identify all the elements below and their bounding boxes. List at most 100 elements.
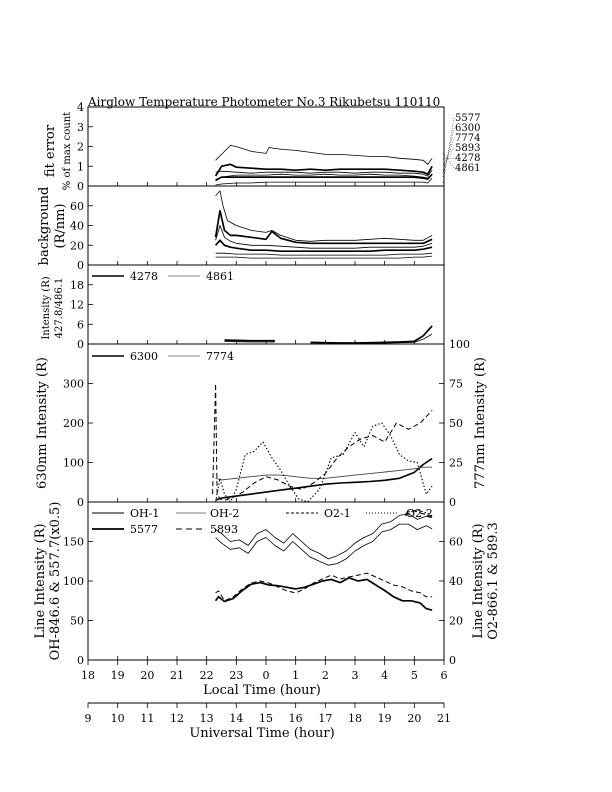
lt-tick-label: 20 [140,669,154,682]
y-tick-label: 50 [70,615,84,628]
y-tick-label: 18 [70,279,84,292]
panel-frames [87,106,445,661]
int2-ylabel-left: 630nm Intensity (R) [35,357,50,489]
int2-legend-7774: 7774 [206,350,234,363]
ut-tick-label: 11 [140,712,154,725]
y-tick-label: 4 [77,101,84,114]
int1-series [224,325,433,344]
y-tick-label: 1 [77,160,84,173]
y-tick-label: 60 [70,200,84,213]
y-tick-label-right: 60 [449,536,463,549]
line-y-ticks: 0 50 100 150 0 20 40 60 [63,536,463,668]
bg-series [214,190,433,259]
int2-legend-6300: 6300 [130,350,158,363]
series-bg-1 [215,190,433,242]
y-tick-label: 200 [63,417,84,430]
y-tick-label: 0 [77,496,84,509]
line-ylabel-right-2: O2-866.1 & 589.3 [486,522,501,640]
series-5577 [215,145,433,165]
frame-int2 [87,343,445,503]
ut-tick-label: 19 [378,712,392,725]
y-tick-label: 100 [63,457,84,470]
series-5893 [215,173,433,182]
local-time-label: Local Time (hour) [203,683,321,698]
series-bg-4 [214,239,433,253]
y-tick-label: 0 [77,180,84,193]
lt-tick-label: 23 [229,669,243,682]
y-tick-label-right: 100 [449,338,470,351]
int1-legend: 4278 4861 [92,270,234,283]
ut-tick-label: 13 [200,712,214,725]
ut-tick-label: 20 [407,712,421,725]
fit-right-leader [442,157,455,160]
y-tick-label-right: 25 [449,457,463,470]
frame-fit [87,106,445,187]
ut-tick-label: 21 [437,712,451,725]
series-7774 [215,169,433,177]
fit-right-label-5893: 5893 [455,143,480,154]
panel-background: background (R/nm) 0 20 40 60 [37,187,433,272]
series-4278 [215,173,433,181]
series-bg-3 [215,225,433,249]
y-tick-label: 300 [63,378,84,391]
lt-tick-label: 22 [200,669,214,682]
line-series [214,509,433,612]
lt-tick-label: 6 [441,669,448,682]
series-4861 [224,333,433,344]
lt-tick-label: 4 [381,669,388,682]
ut-tick-label: 12 [170,712,184,725]
y-tick-label: 20 [70,239,84,252]
bg-ylabel-2: (R/nm) [53,203,68,248]
series-OH-1 [215,513,433,560]
fit-right-label-4278: 4278 [455,153,480,164]
bg-y-ticks: 0 20 40 60 [70,200,93,272]
y-tick-label-right: 0 [449,654,456,667]
series-OH-2 [215,523,433,566]
series-bg-6 [215,255,433,259]
ut-tick-label: 14 [229,712,243,725]
fit-right-leader [442,117,455,184]
y-tick-label-right: 75 [449,378,463,391]
y-tick-label-right: 20 [449,615,463,628]
y-tick-label: 2 [77,141,84,154]
lt-tick-label: 18 [81,669,95,682]
series-4278 [224,325,433,344]
int2-y-ticks: 0 100 200 300 0 25 50 75 100 [63,338,470,509]
lt-tick-label: 19 [111,669,125,682]
line-ylabel-left-1: Line Intensity (R) [33,523,48,638]
lt-tick-label: 3 [352,669,359,682]
lt-tick-label: 1 [292,669,299,682]
fit-right-leader [442,152,455,169]
fit-right-label-4861: 4861 [455,163,480,174]
frame-bg [87,185,445,266]
y-tick-label: 150 [63,536,84,549]
panel-fit-error: fit error % of max count 0 1 2 3 4 557763007… [43,101,480,193]
y-tick-label: 0 [77,338,84,351]
figure-title: Airglow Temperature Photometer No.3 Riku… [87,95,440,109]
int2-ylabel-right: 777nm Intensity (R) [473,357,488,489]
fit-right-leader [442,137,455,172]
fit-ylabel-1: fit error [43,124,58,177]
line-ylabel-right-1: Line Intensity (R) [471,523,486,638]
ut-tick-label: 9 [85,712,92,725]
local-time-axis: 18 19 20 21 22 23 0 1 2 3 4 5 6 [81,660,448,682]
int1-ylabel-1: Intensity (R) [41,276,52,339]
panel-intensity-630-777: 630nm Intensity (R) 777nm Intensity (R) … [35,338,488,509]
series-bg-2 [214,209,433,245]
y-tick-label-right: 0 [449,496,456,509]
ut-tick-label: 18 [348,712,362,725]
fit-series [214,145,433,186]
y-tick-label: 12 [70,299,84,312]
int1-ylabel-2: 427.8/486.1 [54,278,65,339]
int2-legend: 6300 7774 [92,350,234,363]
y-tick-label: 0 [77,259,84,272]
fit-ylabel-2: % of max count [62,112,73,190]
fit-right-leader [442,147,455,166]
series-dashed [212,383,433,501]
series-bg-5 [215,252,433,256]
line-legend-oh2: OH-2 [210,507,239,520]
fit-right-label-5577: 5577 [455,113,480,124]
ut-tick-label: 15 [259,712,273,725]
series-4861 [215,177,433,186]
